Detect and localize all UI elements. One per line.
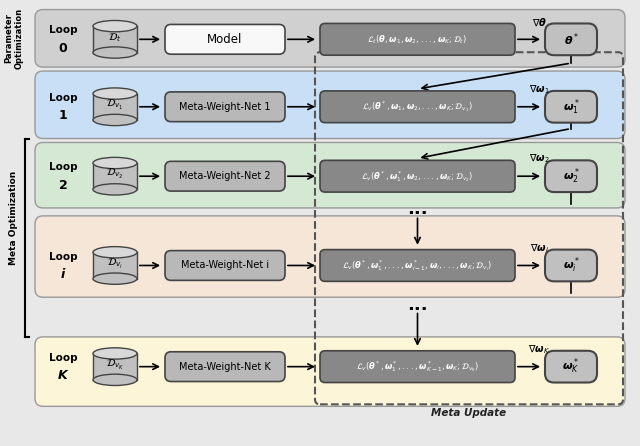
FancyBboxPatch shape (545, 250, 597, 281)
FancyBboxPatch shape (165, 161, 285, 191)
Text: $\boldsymbol{\omega}_2^*$: $\boldsymbol{\omega}_2^*$ (563, 166, 579, 186)
Text: $\boldsymbol{\theta}^*$: $\boldsymbol{\theta}^*$ (564, 31, 579, 48)
Text: $\mathcal{L}_v(\boldsymbol{\theta}^*, \boldsymbol{\omega}_1^*, ..., \boldsymbol{: $\mathcal{L}_v(\boldsymbol{\theta}^*, \b… (342, 258, 493, 273)
Text: Meta Update: Meta Update (431, 408, 507, 418)
Text: $\boldsymbol{\omega}_i^*$: $\boldsymbol{\omega}_i^*$ (563, 256, 579, 275)
Text: Meta-Weight-Net 1: Meta-Weight-Net 1 (179, 102, 271, 112)
FancyBboxPatch shape (320, 24, 515, 55)
FancyBboxPatch shape (35, 71, 625, 139)
FancyBboxPatch shape (165, 92, 285, 122)
FancyBboxPatch shape (165, 352, 285, 381)
Text: $\mathcal{L}_v(\boldsymbol{\theta}^*, \boldsymbol{\omega}_1^*, \boldsymbol{\omeg: $\mathcal{L}_v(\boldsymbol{\theta}^*, \b… (362, 169, 474, 184)
FancyBboxPatch shape (165, 25, 285, 54)
Text: Loop: Loop (49, 25, 77, 35)
Text: Meta Optimization: Meta Optimization (10, 171, 19, 265)
FancyBboxPatch shape (545, 160, 597, 192)
FancyBboxPatch shape (165, 251, 285, 281)
Ellipse shape (93, 374, 137, 385)
Text: Model: Model (207, 33, 243, 46)
Text: $\nabla\boldsymbol{\omega}_K$: $\nabla\boldsymbol{\omega}_K$ (528, 343, 550, 356)
Ellipse shape (93, 247, 137, 258)
Text: $\nabla\boldsymbol{\omega}_i$: $\nabla\boldsymbol{\omega}_i$ (529, 242, 548, 255)
FancyBboxPatch shape (35, 337, 625, 406)
Text: $\mathcal{D}_{v_1}$: $\mathcal{D}_{v_1}$ (106, 98, 124, 112)
Text: 0: 0 (59, 42, 67, 55)
Text: $\mathcal{D}_{v_K}$: $\mathcal{D}_{v_K}$ (106, 358, 124, 372)
Text: $\boldsymbol{\omega}_K^*$: $\boldsymbol{\omega}_K^*$ (563, 357, 580, 376)
Ellipse shape (93, 21, 137, 32)
Ellipse shape (93, 88, 137, 99)
Text: 2: 2 (59, 179, 67, 192)
Ellipse shape (93, 157, 137, 169)
Text: Meta-Weight-Net 2: Meta-Weight-Net 2 (179, 171, 271, 181)
Text: $\mathcal{L}_t(\boldsymbol{\theta}, \boldsymbol{\omega}_1, \boldsymbol{\omega}_2: $\mathcal{L}_t(\boldsymbol{\theta}, \bol… (367, 33, 467, 45)
Text: $\nabla\boldsymbol{\theta}$: $\nabla\boldsymbol{\theta}$ (531, 17, 547, 29)
Text: i: i (61, 268, 65, 281)
Text: ...: ... (407, 200, 428, 219)
Bar (93, 252, 137, 279)
Text: $\boldsymbol{\omega}_1^*$: $\boldsymbol{\omega}_1^*$ (563, 97, 579, 116)
FancyBboxPatch shape (35, 142, 625, 208)
FancyBboxPatch shape (35, 216, 625, 297)
Text: $\nabla\boldsymbol{\omega}_1$: $\nabla\boldsymbol{\omega}_1$ (529, 83, 549, 96)
Text: Loop: Loop (49, 162, 77, 172)
FancyBboxPatch shape (35, 9, 625, 67)
Text: Meta-Weight-Net K: Meta-Weight-Net K (179, 362, 271, 372)
Text: ...: ... (407, 296, 428, 314)
Bar (93, 26, 137, 53)
Text: 1: 1 (59, 109, 67, 122)
FancyBboxPatch shape (320, 91, 515, 123)
Text: $\mathcal{D}_{v_i}$: $\mathcal{D}_{v_i}$ (107, 256, 123, 271)
Text: K: K (58, 369, 68, 382)
Bar (93, 163, 137, 190)
Text: $\mathcal{D}_t$: $\mathcal{D}_t$ (108, 31, 122, 44)
FancyBboxPatch shape (545, 91, 597, 123)
Text: $\mathcal{D}_{v_2}$: $\mathcal{D}_{v_2}$ (106, 167, 124, 181)
Text: Meta-Weight-Net i: Meta-Weight-Net i (181, 260, 269, 270)
Ellipse shape (93, 273, 137, 284)
Text: Loop: Loop (49, 353, 77, 363)
Text: $\mathcal{L}_v(\boldsymbol{\theta}^*, \boldsymbol{\omega}_1^*, ..., \boldsymbol{: $\mathcal{L}_v(\boldsymbol{\theta}^*, \b… (356, 359, 479, 374)
Ellipse shape (93, 348, 137, 359)
Text: $\nabla\boldsymbol{\omega}_2$: $\nabla\boldsymbol{\omega}_2$ (529, 153, 549, 165)
FancyBboxPatch shape (320, 351, 515, 383)
Text: Parameter
Optimization: Parameter Optimization (4, 8, 24, 69)
FancyBboxPatch shape (545, 24, 597, 55)
Bar (93, 354, 137, 380)
Ellipse shape (93, 184, 137, 195)
Bar (93, 94, 137, 120)
Ellipse shape (93, 114, 137, 126)
Text: $\mathcal{L}_v(\boldsymbol{\theta}^*, \boldsymbol{\omega}_1, \boldsymbol{\omega}: $\mathcal{L}_v(\boldsymbol{\theta}^*, \b… (362, 99, 473, 114)
FancyBboxPatch shape (545, 351, 597, 383)
FancyBboxPatch shape (320, 160, 515, 192)
Ellipse shape (93, 47, 137, 58)
Text: Loop: Loop (49, 93, 77, 103)
FancyBboxPatch shape (320, 250, 515, 281)
Text: Loop: Loop (49, 252, 77, 261)
